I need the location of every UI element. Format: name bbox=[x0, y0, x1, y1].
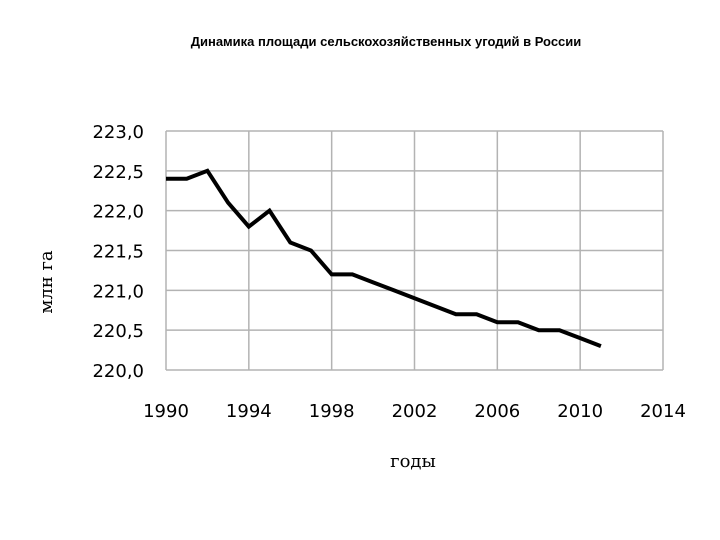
data-point bbox=[475, 312, 479, 316]
data-point bbox=[164, 177, 168, 181]
y-tick-label: 221,0 bbox=[92, 281, 144, 302]
data-point bbox=[433, 304, 437, 308]
data-point bbox=[309, 249, 313, 253]
x-tick-label: 2010 bbox=[557, 401, 603, 422]
data-point bbox=[205, 169, 209, 173]
data-point bbox=[268, 209, 272, 213]
x-tick-label: 2006 bbox=[474, 401, 520, 422]
grid-lines bbox=[165, 130, 664, 371]
y-tick-label: 222,0 bbox=[92, 202, 144, 223]
y-tick-label: 220,5 bbox=[92, 321, 144, 342]
x-axis-label: годы bbox=[390, 451, 436, 472]
x-tick-label: 1990 bbox=[143, 401, 189, 422]
data-point bbox=[537, 328, 541, 332]
y-tick-label: 221,5 bbox=[92, 242, 144, 263]
x-tick-label: 1994 bbox=[226, 401, 272, 422]
data-point bbox=[413, 296, 417, 300]
series-line bbox=[166, 168, 602, 348]
y-tick-label: 223,0 bbox=[92, 122, 144, 143]
data-point bbox=[392, 288, 396, 292]
y-axis-label: млн га bbox=[36, 250, 57, 314]
data-point bbox=[350, 272, 354, 276]
x-tick-label: 1998 bbox=[309, 401, 355, 422]
data-point bbox=[371, 280, 375, 284]
data-point bbox=[330, 272, 334, 276]
x-tick-label: 2014 bbox=[640, 401, 686, 422]
data-point bbox=[578, 336, 582, 340]
x-tick-labels: 1990 1994 1998 2002 2006 2010 2014 bbox=[143, 401, 686, 422]
data-point bbox=[516, 320, 520, 324]
y-tick-label: 222,5 bbox=[92, 162, 144, 183]
data-point bbox=[247, 225, 251, 229]
data-point bbox=[185, 177, 189, 181]
data-point bbox=[599, 344, 603, 348]
data-point bbox=[226, 201, 230, 205]
y-tick-label: 220,0 bbox=[92, 361, 144, 382]
chart-title: Динамика площади сельскохозяйственных уг… bbox=[190, 34, 582, 49]
y-tick-labels: 220,0 220,5 221,0 221,5 222,0 222,5 223,0 bbox=[92, 122, 144, 382]
data-point bbox=[454, 312, 458, 316]
data-point bbox=[288, 241, 292, 245]
data-point bbox=[557, 328, 561, 332]
x-tick-label: 2002 bbox=[392, 401, 438, 422]
data-point bbox=[495, 320, 499, 324]
data-series bbox=[164, 168, 603, 348]
